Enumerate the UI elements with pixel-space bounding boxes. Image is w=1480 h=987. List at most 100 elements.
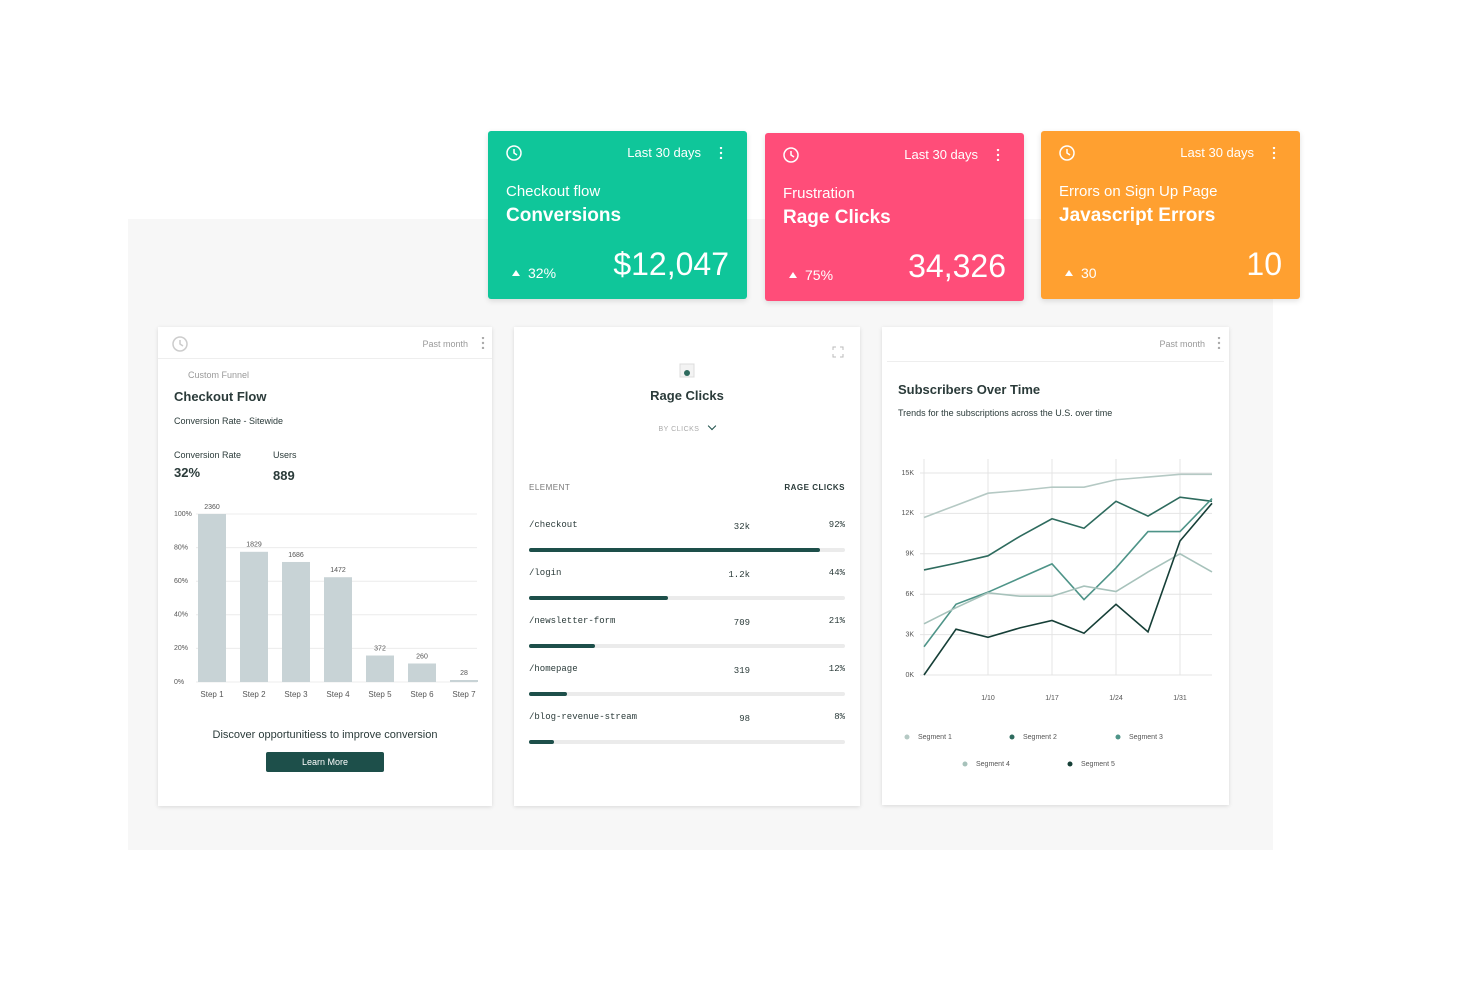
chart-subtitle: Trends for the subscriptions across the … — [898, 408, 1113, 418]
kpi-value: 10 — [1246, 246, 1282, 282]
clock-face — [1059, 145, 1075, 161]
menu-dot — [719, 147, 723, 150]
divider — [158, 358, 492, 359]
column-header: ELEMENT — [529, 483, 571, 492]
element-path: /newsletter-form — [529, 616, 616, 626]
kpi-change: 30 — [1065, 265, 1097, 281]
filter-dropdown[interactable]: BY CLICKS — [514, 421, 860, 433]
card-period: Past month — [1159, 339, 1205, 349]
element-path: /login — [529, 568, 562, 578]
progress-bar — [529, 740, 555, 744]
menu-dot — [719, 151, 723, 155]
click-share: 92% — [828, 520, 845, 530]
menu-dot — [481, 337, 485, 340]
menu-dot — [1272, 151, 1276, 155]
click-count: 1.2k — [728, 570, 750, 580]
progress-bar — [529, 548, 820, 552]
kpi-subtitle: Errors on Sign Up Page — [1059, 183, 1218, 200]
click-share: 12% — [828, 664, 845, 674]
progress-track — [529, 596, 845, 600]
menu-dot — [996, 153, 1000, 157]
progress-bar — [529, 692, 567, 696]
clock-hands — [790, 151, 795, 158]
clock-hands — [513, 149, 518, 156]
clock-hands — [179, 340, 184, 347]
menu-dot — [1217, 346, 1221, 349]
learn-more-button[interactable]: Learn More — [266, 752, 384, 772]
funnel-subtitle: Conversion Rate - Sitewide — [174, 416, 284, 426]
kpi-title: Rage Clicks — [783, 207, 891, 228]
menu-dot — [719, 156, 723, 159]
subscribers-card: Past month Subscribers Over Time Trends fo… — [882, 327, 1229, 805]
menu-dot — [1272, 147, 1276, 150]
click-share: 8% — [834, 712, 845, 722]
kpi-subtitle: Frustration — [783, 185, 855, 202]
kpi-card: Last 30 days Errors on Sign Up Page Javasc… — [1041, 131, 1300, 299]
stat-value: 889 — [273, 468, 295, 483]
funnel-title: Checkout Flow — [174, 389, 267, 404]
funnel-label: Custom Funnel — [188, 370, 250, 380]
menu-dot — [996, 149, 1000, 152]
menu-dot — [1272, 156, 1276, 159]
menu-icon[interactable] — [719, 147, 723, 159]
kpi-period: Last 30 days — [1180, 145, 1254, 160]
kpi-card: Last 30 days Checkout flow Conversions 32% $… — [488, 131, 747, 299]
progress-bar — [529, 596, 669, 600]
menu-icon[interactable] — [481, 337, 485, 349]
rage-clicks-card: Rage Clicks BY CLICKS ELEMENT RAGE CLICKS/c… — [514, 327, 860, 806]
menu-icon[interactable] — [996, 149, 1000, 161]
column-header: RAGE CLICKS — [784, 483, 845, 492]
stat-label: Users — [273, 450, 297, 460]
kpi-value: 34,326 — [908, 248, 1006, 284]
expand-icon[interactable] — [832, 346, 844, 358]
menu-icon[interactable] — [1217, 337, 1221, 349]
clock-icon — [172, 336, 188, 352]
kpi-change-value: 30 — [1081, 265, 1097, 281]
progress-track — [529, 692, 845, 696]
funnel-card: Past month Custom Funnel Checkout Flow Conv… — [158, 327, 492, 806]
click-count: 709 — [733, 618, 750, 628]
filter-label: BY CLICKS — [658, 426, 700, 433]
rage-title: Rage Clicks — [650, 388, 724, 403]
click-count: 98 — [739, 714, 750, 724]
up-arrow — [1065, 270, 1073, 276]
rage-icon — [679, 363, 695, 378]
up-arrow — [512, 270, 520, 276]
clock-icon — [783, 147, 799, 163]
click-share: 21% — [828, 616, 845, 626]
progress-track — [529, 740, 845, 744]
chevron — [708, 421, 717, 431]
divider — [887, 361, 1224, 362]
clock-icon — [506, 145, 522, 161]
menu-dot — [1217, 337, 1221, 340]
kpi-card: Last 30 days Frustration Rage Clicks 75% 34,… — [765, 133, 1024, 301]
funnel-footer: Discover opportunitiess to improve conve… — [212, 729, 438, 741]
chart-title: Subscribers Over Time — [898, 382, 1041, 397]
element-path: /blog-revenue-stream — [529, 712, 638, 722]
kpi-period: Last 30 days — [904, 147, 978, 162]
expand-corners — [832, 346, 844, 358]
card-period: Past month — [422, 339, 468, 349]
menu-dot — [481, 346, 485, 349]
stat-label: Conversion Rate — [174, 450, 242, 460]
kpi-period: Last 30 days — [627, 145, 701, 160]
kpi-change: 32% — [512, 265, 556, 281]
click-count: 319 — [733, 666, 750, 676]
icon-dot — [684, 370, 690, 376]
kpi-subtitle: Checkout flow — [506, 183, 601, 200]
kpi-title: Conversions — [506, 205, 622, 226]
clock-hands — [1066, 149, 1071, 156]
kpi-change-value: 75% — [805, 267, 834, 283]
element-path: /homepage — [529, 664, 578, 674]
element-path: /checkout — [529, 520, 578, 530]
kpi-value: $12,047 — [613, 246, 729, 282]
click-share: 44% — [828, 568, 845, 578]
progress-bar — [529, 644, 596, 648]
menu-dot — [481, 341, 485, 345]
kpi-title: Javascript Errors — [1059, 205, 1216, 226]
menu-icon[interactable] — [1272, 147, 1276, 159]
click-count: 32k — [733, 522, 750, 532]
clock-face — [506, 145, 522, 161]
